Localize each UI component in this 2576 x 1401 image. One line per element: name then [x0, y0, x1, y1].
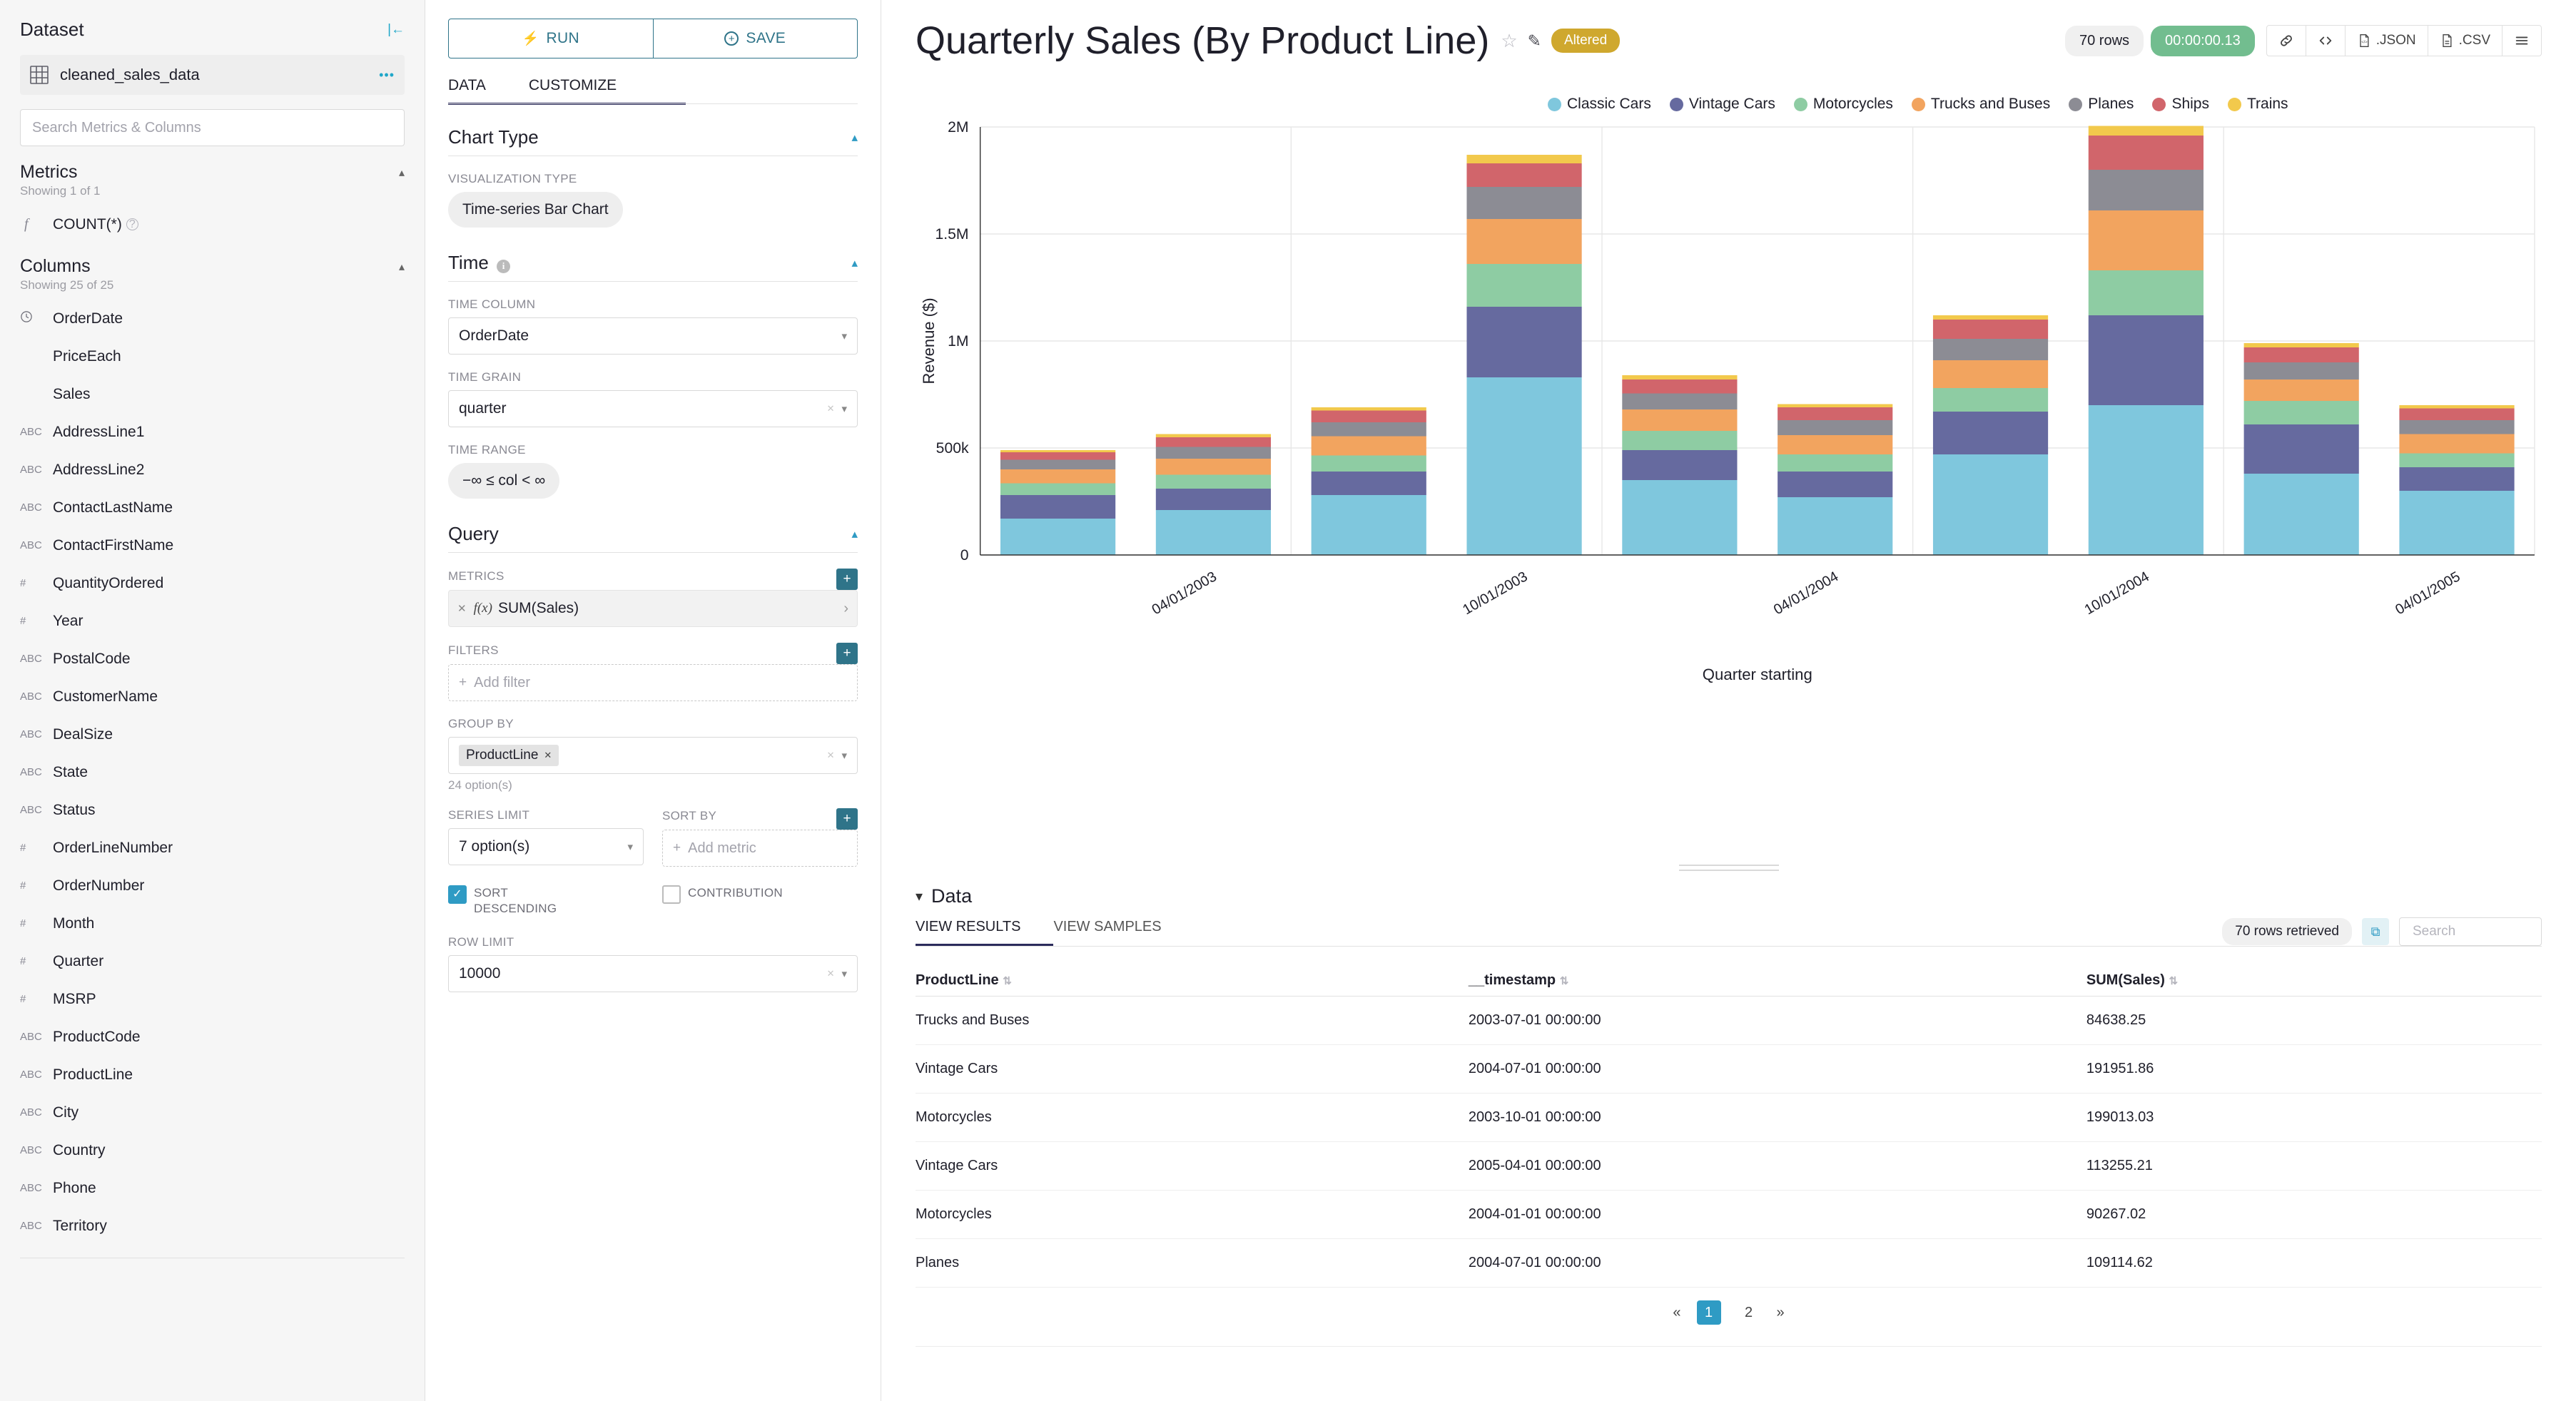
svg-text:04/01/2005: 04/01/2005 [2393, 569, 2463, 618]
svg-text:2M: 2M [948, 119, 968, 136]
svg-text:Revenue ($): Revenue ($) [920, 297, 938, 384]
svg-text:500k: 500k [936, 440, 969, 457]
svg-text:Quarter starting: Quarter starting [1703, 666, 1812, 683]
svg-text:1M: 1M [948, 333, 968, 350]
svg-text:10/01/2003: 10/01/2003 [1460, 569, 1530, 618]
svg-text:</>: </> [2361, 40, 2368, 44]
svg-text:04/01/2004: 04/01/2004 [1771, 569, 1841, 618]
svg-text:10/01/2004: 10/01/2004 [2082, 569, 2152, 618]
svg-text:04/01/2003: 04/01/2003 [1150, 569, 1219, 618]
svg-text:1.5M: 1.5M [935, 226, 969, 243]
svg-text:0: 0 [960, 547, 969, 564]
